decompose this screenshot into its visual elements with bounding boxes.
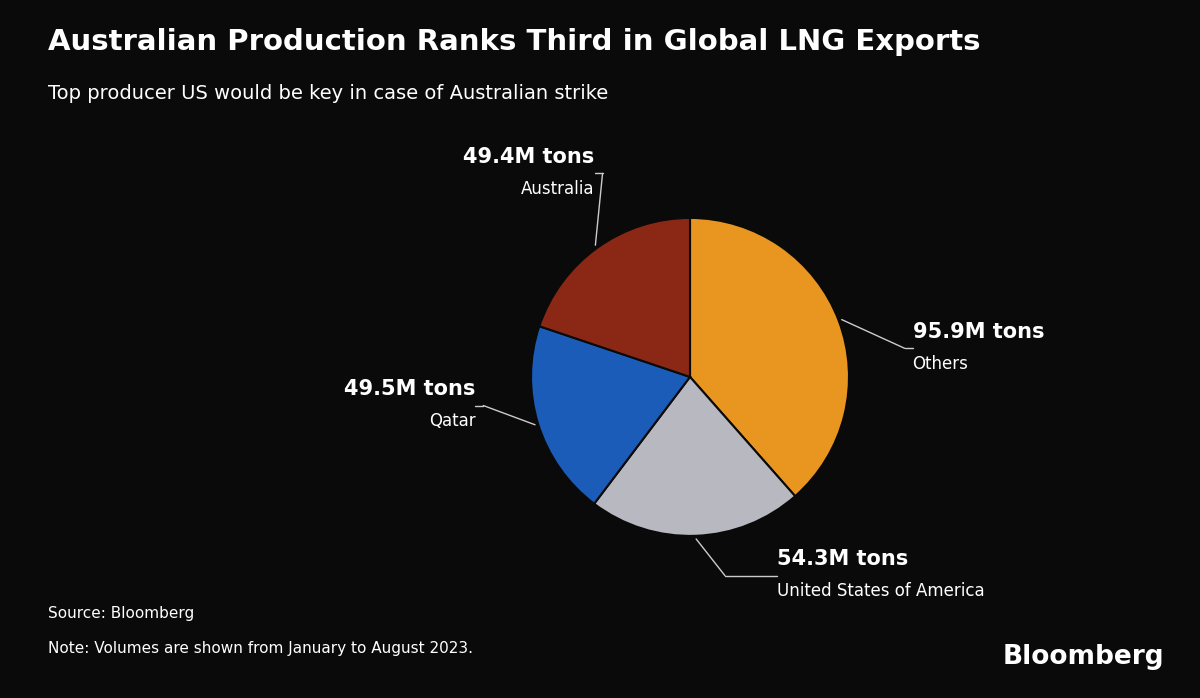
Text: Others: Others [912, 355, 968, 373]
Wedge shape [594, 377, 796, 536]
Text: 49.4M tons: 49.4M tons [463, 147, 595, 167]
Wedge shape [532, 326, 690, 504]
Text: Note: Volumes are shown from January to August 2023.: Note: Volumes are shown from January to … [48, 641, 473, 656]
Wedge shape [690, 218, 848, 496]
Text: Top producer US would be key in case of Australian strike: Top producer US would be key in case of … [48, 84, 608, 103]
Text: 95.9M tons: 95.9M tons [912, 322, 1044, 342]
Text: Qatar: Qatar [428, 412, 475, 430]
Text: United States of America: United States of America [778, 582, 985, 600]
Text: 54.3M tons: 54.3M tons [778, 549, 908, 570]
Wedge shape [539, 218, 690, 377]
Text: 49.5M tons: 49.5M tons [344, 379, 475, 399]
Text: Source: Bloomberg: Source: Bloomberg [48, 607, 194, 621]
Text: Australia: Australia [521, 180, 595, 198]
Text: Australian Production Ranks Third in Global LNG Exports: Australian Production Ranks Third in Glo… [48, 28, 980, 56]
Text: Bloomberg: Bloomberg [1002, 644, 1164, 670]
